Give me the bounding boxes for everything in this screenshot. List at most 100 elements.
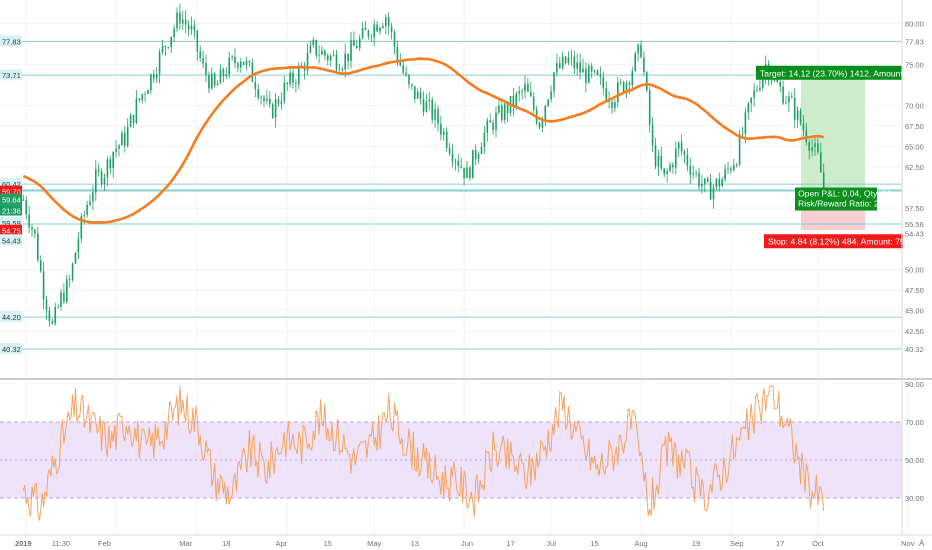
sma-line[interactable] [22,57,825,224]
candle-body [382,26,384,28]
candle-body [550,91,552,100]
candle-body [715,178,718,188]
candle-body [585,68,587,84]
rsi-pane[interactable] [0,385,902,521]
candle-body [547,99,549,106]
rsi-line[interactable] [22,385,825,521]
candle-body [602,76,605,89]
candle-body [521,91,523,92]
candle-body [466,167,468,179]
candle-body [791,96,793,98]
candle-body [811,147,813,151]
candle-body [361,27,364,39]
candle-body [666,171,668,174]
time-axis[interactable]: 2019 11:30 Feb Mar 18 Apr 15 May 13 Jun 17 Jul 15 Aug… [15,539,915,548]
price-tick-label: 54.43 [905,229,924,238]
rsi-tick-label: 30.00 [905,494,924,503]
candle-body [324,50,326,56]
candle-body [254,81,257,89]
price-tick-label: 40.32 [905,345,924,354]
candle-body [263,97,265,101]
candle-body [434,109,436,120]
price-badge [0,35,22,47]
price-tick-label: 62.50 [905,163,924,172]
candle-body [95,169,97,193]
candle-body [184,19,187,25]
target-label-bg [756,65,902,80]
rsi-tick-label: 70.00 [905,418,924,427]
candle-body [80,216,83,239]
candle-body [390,26,393,33]
time-tick-label: 13 [411,539,419,548]
candle-body [199,51,201,59]
stop-label: Stop: 4.84 (8.12%) 484, Amount: 753.16 [768,237,922,247]
candle-body [309,45,312,53]
candle-body [260,97,262,99]
candle-body [814,143,816,148]
candle-body [237,63,239,68]
price-tick-label: 80.00 [905,20,924,29]
time-tick-label: 15 [590,539,598,548]
candle-body [712,187,715,200]
candle-body [634,53,636,71]
time-tick-label: 15 [324,539,332,548]
candle-body [657,155,660,167]
candle-body [512,96,515,107]
candle-body [176,12,178,29]
time-tick-label: 17 [776,539,784,548]
candle-body [161,46,164,53]
stop-label-bg [764,234,904,249]
price-tick-label: 75.00 [905,61,924,70]
candle-body [544,105,547,120]
candle-body [599,74,602,77]
candle-body [593,70,596,72]
candle-body [651,124,654,146]
candle-body [208,75,210,89]
candle-body [741,133,744,135]
candle-body [747,103,750,113]
candle-body [646,72,648,91]
candle-body [704,178,706,185]
candle-body [31,227,33,230]
candle-body [109,159,112,169]
candle-body [234,56,236,64]
candle-body [683,151,686,156]
candle-body [721,179,723,187]
time-tick-label: Aug [634,539,647,548]
candle-body [167,47,170,48]
auto-scale-button[interactable]: A [919,539,925,548]
candle-body [295,82,297,85]
candle-body [463,167,465,179]
candlestick-series [22,3,825,327]
candle-body [727,168,729,170]
price-axis-background [903,0,932,378]
candle-body [582,68,584,73]
candle-body [54,307,56,324]
candle-body [34,229,36,234]
candle-body [367,30,370,37]
candle-body [66,279,68,302]
price-axis[interactable]: 85.0080.0077.8375.0070.0067.5065.0062.50… [903,0,932,378]
candle-body [147,90,149,95]
candle-body [121,133,123,146]
candle-body [425,101,428,112]
candle-body [469,167,471,179]
candle-body [576,62,578,69]
time-tick-label: Nov [901,539,915,548]
candle-body [182,19,184,24]
candle-body [541,119,544,128]
candle-body [292,72,294,83]
candle-body [271,104,274,118]
candle-body [106,159,109,178]
candle-body [750,97,752,104]
candle-body [648,90,651,125]
candle-body [251,62,254,82]
candle-body [515,93,518,107]
price-badge [0,193,22,205]
candle-body [277,99,280,104]
candle-body [103,177,106,185]
price-tick-label: 42.50 [905,327,924,336]
candle-body [437,109,439,124]
rsi-axis[interactable]: 90.00 70.00 50.00 30.00 [905,380,924,503]
